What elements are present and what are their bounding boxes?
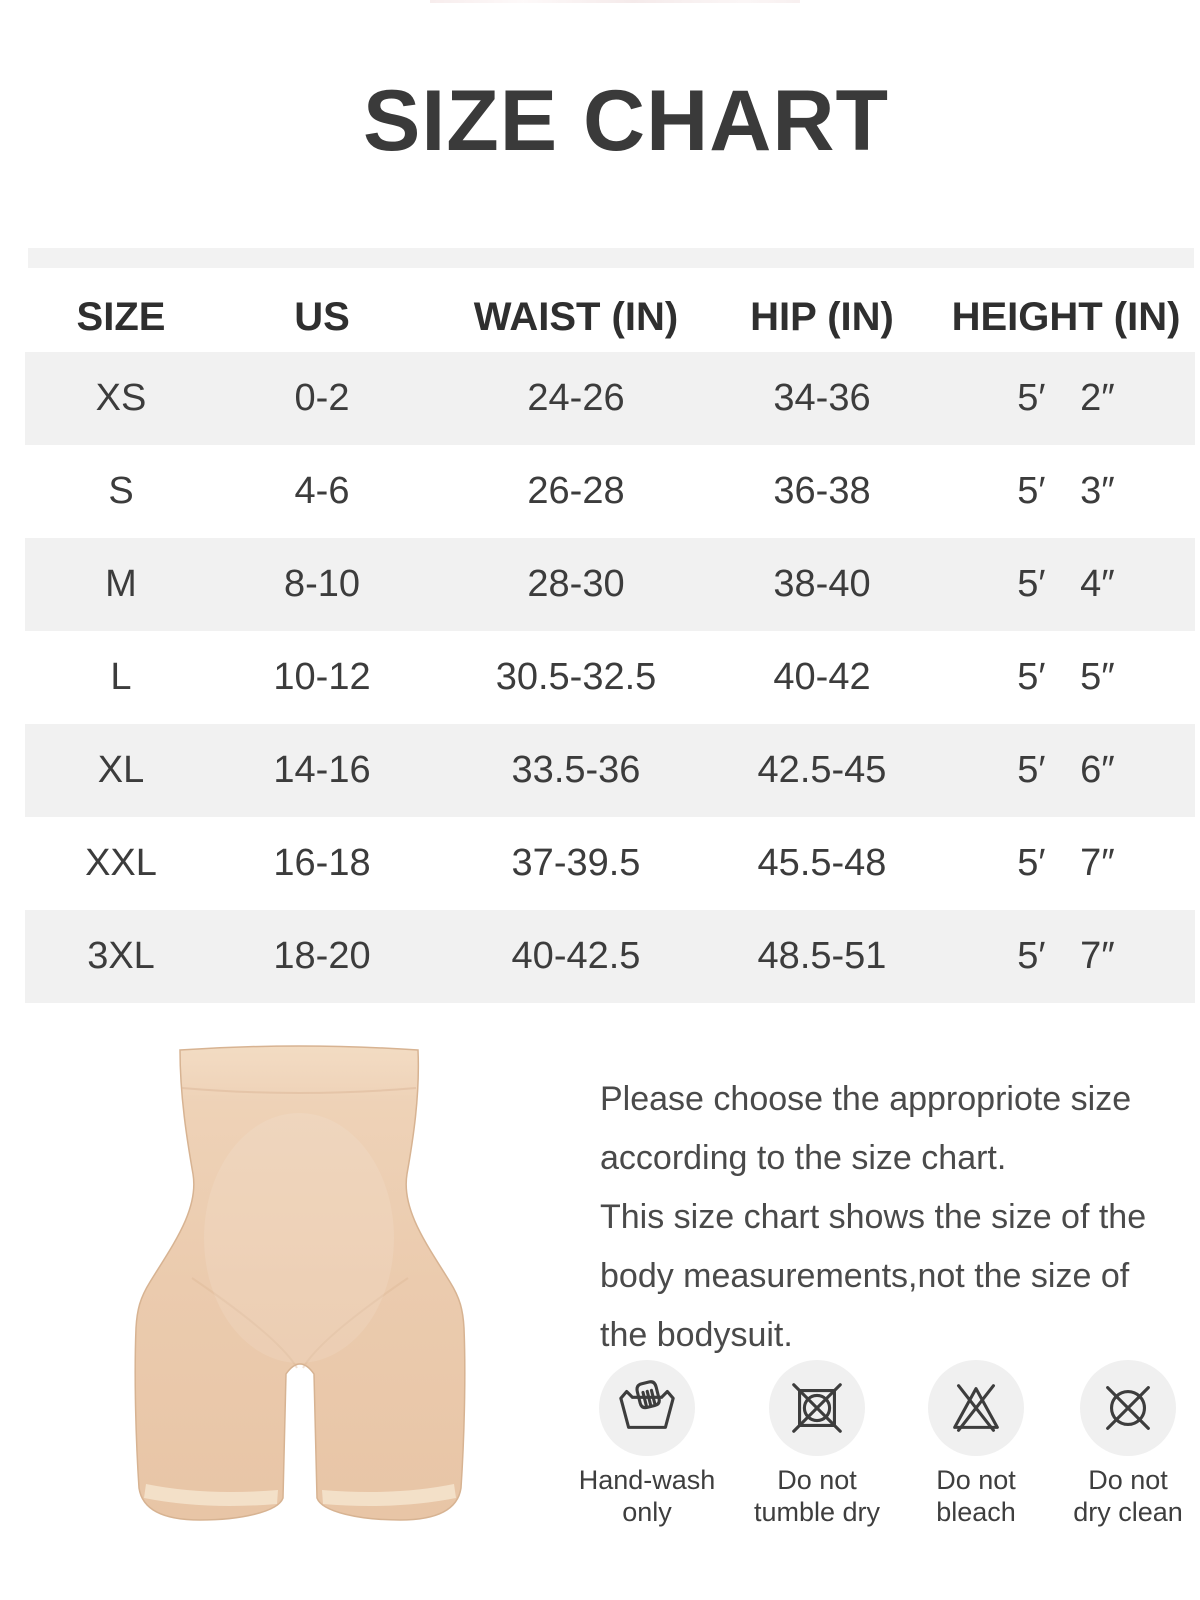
us-value: 4-6 xyxy=(294,470,350,512)
hip-value: 48.5-51 xyxy=(757,935,887,977)
care-item-do-not-tumble-dry: Do not tumble dry xyxy=(732,1360,902,1528)
care-label-line: dry clean xyxy=(1073,1497,1183,1527)
size-value: L xyxy=(110,656,132,698)
us-value: 16-18 xyxy=(273,842,371,884)
size-value: 3XL xyxy=(87,935,155,977)
height-value: 5′ 2″ xyxy=(1017,377,1115,419)
top-cropped-fragment xyxy=(430,0,800,3)
care-bubble xyxy=(769,1360,865,1456)
care-bubble xyxy=(1080,1360,1176,1456)
do-not-bleach-icon xyxy=(953,1384,999,1432)
care-item-hand-wash: Hand-wash only xyxy=(562,1360,732,1528)
hip-value: 38-40 xyxy=(773,563,871,605)
size-value: M xyxy=(105,563,137,605)
do-not-tumble-dry-icon xyxy=(792,1383,842,1433)
note-line: according to the size chart. xyxy=(600,1139,1007,1177)
care-label-line: Do not xyxy=(777,1465,857,1495)
waist-value: 26-28 xyxy=(527,470,625,512)
care-label-line: Do not xyxy=(936,1465,1016,1495)
size-chart-table: SIZE US WAIST (IN) HIP (IN) HEIGHT (IN) … xyxy=(25,283,1195,1003)
table-row: 3XL 18-20 40-42.5 48.5-51 5′ 7″ xyxy=(25,910,1195,1003)
us-value: 18-20 xyxy=(273,935,371,977)
note-line: Please choose the appropriote size xyxy=(600,1080,1132,1118)
size-value: XXL xyxy=(85,842,157,884)
waist-value: 40-42.5 xyxy=(511,935,641,977)
table-row: XL 14-16 33.5-36 42.5-45 5′ 6″ xyxy=(25,724,1195,817)
col-header-waist: WAIST (IN) xyxy=(473,295,679,339)
height-value: 5′ 7″ xyxy=(1017,935,1115,977)
note-line: This size chart shows the size of the xyxy=(600,1198,1147,1236)
col-header-hip: HIP (IN) xyxy=(750,295,894,339)
us-value: 8-10 xyxy=(283,563,361,605)
table-row: S 4-6 26-28 36-38 5′ 3″ xyxy=(25,445,1195,538)
hip-value: 36-38 xyxy=(773,470,871,512)
height-value: 5′ 3″ xyxy=(1017,470,1115,512)
table-top-strip xyxy=(28,248,1194,268)
size-value: XS xyxy=(95,377,147,419)
table-row: XS 0-2 24-26 34-36 5′ 2″ xyxy=(25,352,1195,445)
us-value: 0-2 xyxy=(294,377,350,419)
col-header-size: SIZE xyxy=(76,295,166,339)
note-line: the bodysuit. xyxy=(600,1316,793,1354)
waist-value: 28-30 xyxy=(527,563,625,605)
hip-value: 40-42 xyxy=(773,656,871,698)
care-item-do-not-dry-clean: Do not dry clean xyxy=(1043,1360,1200,1528)
hand-wash-icon xyxy=(619,1380,675,1429)
care-bubble xyxy=(599,1360,695,1456)
care-label-line: tumble dry xyxy=(753,1497,881,1527)
table-header-row: SIZE US WAIST (IN) HIP (IN) HEIGHT (IN) xyxy=(25,283,1195,352)
care-label-line: Do not xyxy=(1088,1465,1168,1495)
waist-value: 33.5-36 xyxy=(511,749,641,791)
height-value: 5′ 7″ xyxy=(1017,842,1115,884)
us-value: 14-16 xyxy=(273,749,371,791)
care-item-do-not-bleach: Do not bleach xyxy=(891,1360,1061,1528)
table-row: XXL 16-18 37-39.5 45.5-48 5′ 7″ xyxy=(25,817,1195,910)
waist-value: 24-26 xyxy=(527,377,625,419)
col-header-height: HEIGHT (IN) xyxy=(951,295,1181,339)
height-value: 5′ 4″ xyxy=(1017,563,1115,605)
care-label-line: bleach xyxy=(936,1497,1016,1527)
hip-value: 42.5-45 xyxy=(757,749,887,791)
care-label-line: only xyxy=(622,1497,672,1527)
do-not-dry-clean-icon xyxy=(1106,1386,1150,1430)
page-title: SIZE CHART xyxy=(363,73,889,169)
height-value: 5′ 5″ xyxy=(1017,656,1115,698)
shapewear-product-image xyxy=(134,1045,466,1521)
col-header-us: US xyxy=(294,295,350,339)
waist-value: 37-39.5 xyxy=(511,842,641,884)
waist-value: 30.5-32.5 xyxy=(495,656,657,698)
hip-value: 45.5-48 xyxy=(757,842,887,884)
care-label-line: Hand-wash xyxy=(578,1465,716,1495)
us-value: 10-12 xyxy=(273,656,371,698)
table-row: L 10-12 30.5-32.5 40-42 5′ 5″ xyxy=(25,631,1195,724)
height-value: 5′ 6″ xyxy=(1017,749,1115,791)
sizing-notes: Please choose the appropriote size accor… xyxy=(600,1070,1200,1365)
size-value: S xyxy=(108,470,134,512)
note-line: body measurements,not the size of xyxy=(600,1257,1130,1295)
hip-value: 34-36 xyxy=(773,377,871,419)
care-bubble xyxy=(928,1360,1024,1456)
size-value: XL xyxy=(97,749,145,791)
table-row: M 8-10 28-30 38-40 5′ 4″ xyxy=(25,538,1195,631)
